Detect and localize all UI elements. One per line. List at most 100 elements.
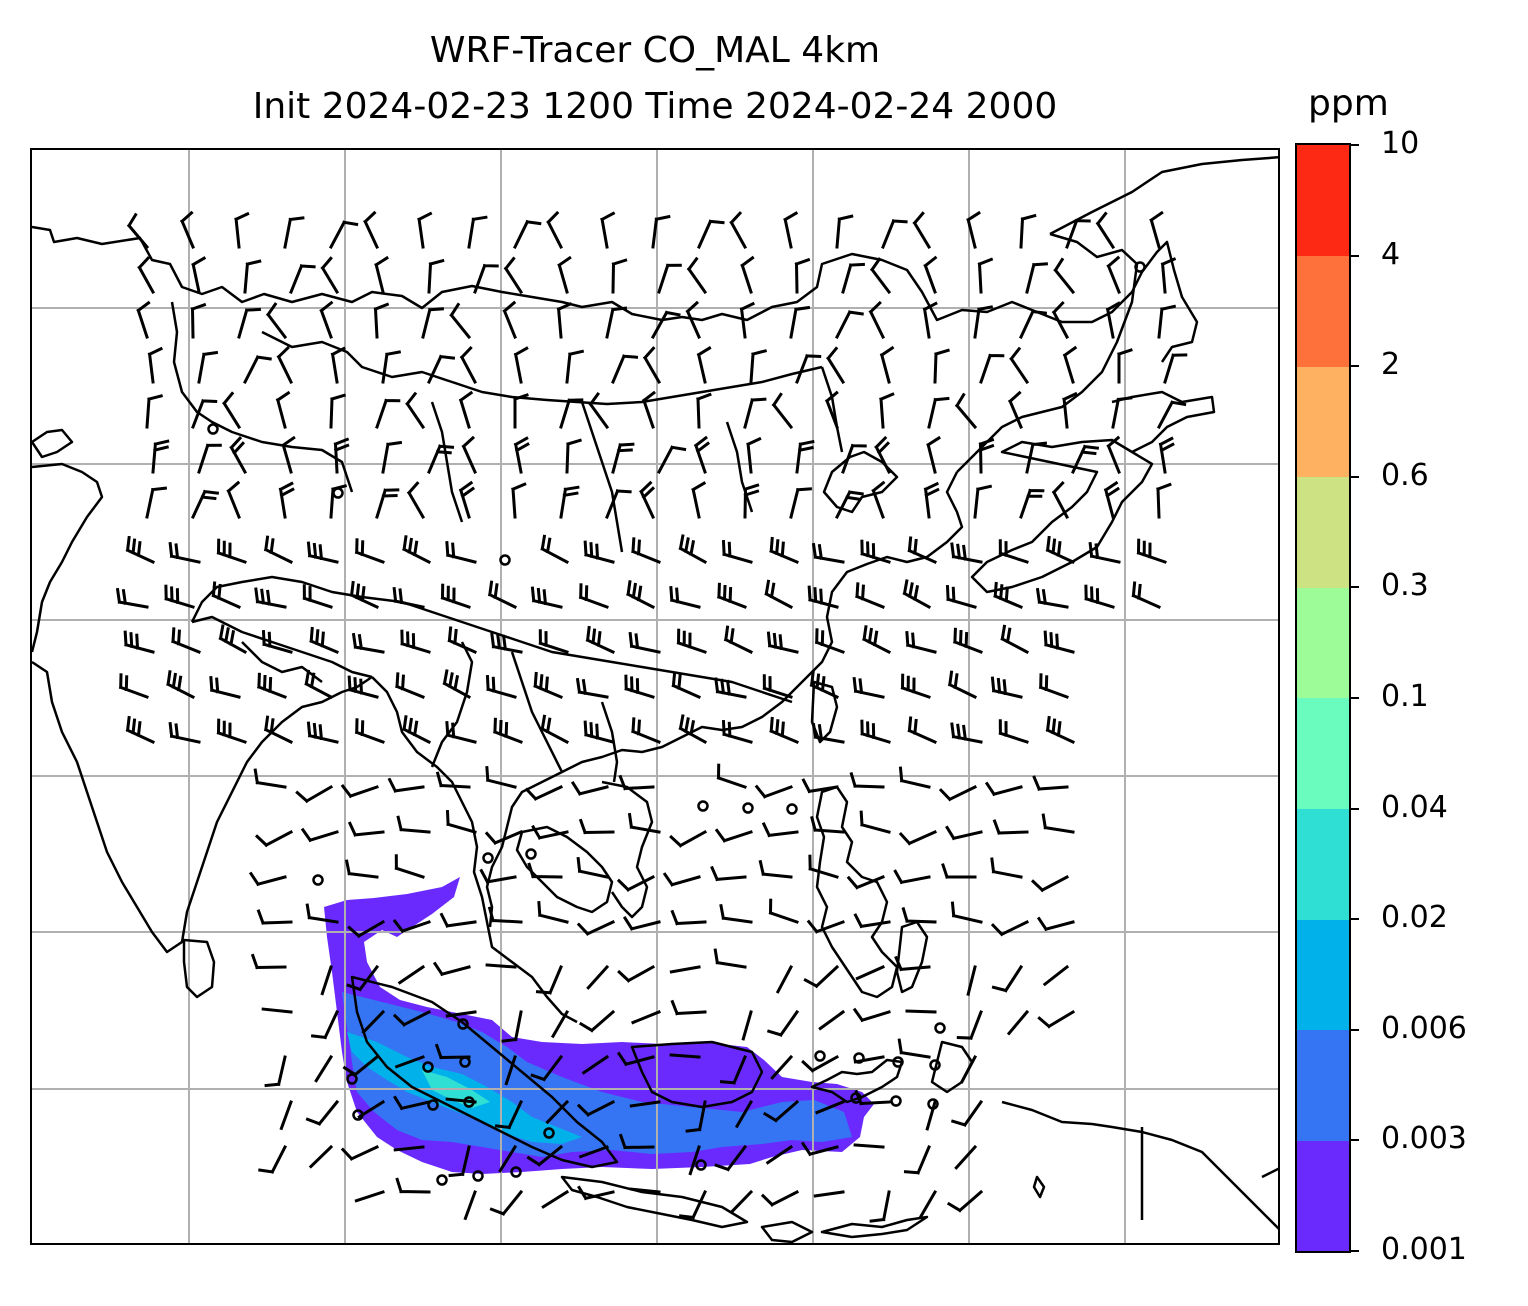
wind-barb [197, 443, 222, 474]
wind-barb [545, 1099, 570, 1125]
wind-barb [502, 300, 517, 339]
wind-barb [222, 391, 242, 430]
wind-barb [769, 536, 799, 564]
wind-barb [320, 965, 333, 996]
wind-barb [1007, 390, 1023, 429]
wind-barb [342, 1054, 380, 1077]
wind-barb [879, 392, 895, 429]
wind-barb [354, 538, 385, 564]
wind-barb [445, 540, 477, 564]
wind-barb [1045, 715, 1075, 744]
wind-barb [504, 1055, 517, 1086]
wind-barb [211, 581, 241, 609]
wind-barb [992, 819, 1029, 835]
wind-barb [319, 300, 334, 339]
wind-barb [771, 392, 794, 430]
wind-barb [697, 219, 725, 249]
wind-barb [1030, 874, 1070, 893]
wind-barb [387, 777, 425, 793]
wind-barb [631, 1010, 661, 1025]
wind-barb [137, 256, 156, 295]
wind-barb [862, 625, 892, 655]
wind-barb [907, 536, 937, 564]
wind-barb [392, 918, 431, 934]
wind-barb [669, 1053, 701, 1059]
wind-barb [1051, 480, 1070, 520]
wind-barb [868, 300, 886, 340]
wind-barb [329, 484, 348, 519]
wind-barb [766, 631, 799, 654]
wind-barb [600, 211, 616, 249]
wind-barb [306, 721, 339, 744]
wind-barb [716, 763, 747, 789]
wind-barb [512, 219, 542, 250]
wind-barb [696, 346, 712, 384]
wind-barb [305, 1099, 340, 1126]
wind-barb [490, 632, 523, 654]
wind-barb [676, 628, 707, 654]
wind-barb [126, 212, 150, 250]
colorbar-tick [1351, 475, 1359, 478]
wind-barb [405, 391, 426, 430]
wind-barb [678, 714, 708, 745]
wind-barb [651, 214, 671, 249]
wind-barb [1095, 211, 1116, 250]
map-panel [30, 148, 1280, 1245]
wind-barb [811, 722, 845, 744]
wind-barb [762, 674, 793, 699]
wind-barb [618, 1133, 655, 1150]
wind-barb [264, 1055, 287, 1088]
wind-barb [458, 390, 474, 429]
wind-barb [503, 256, 524, 295]
wind-barb [197, 350, 219, 384]
wind-barb [749, 349, 768, 384]
wind-barb [713, 948, 747, 969]
wind-barb [1042, 964, 1070, 987]
wind-barb [171, 627, 201, 654]
wind-barb [216, 538, 247, 564]
wind-barb [688, 1145, 701, 1176]
wind-barb [854, 1089, 891, 1106]
wind-barb [254, 587, 287, 609]
wind-barb [527, 862, 563, 879]
colorbar-tick-label: 0.02 [1381, 900, 1448, 936]
wind-barb [849, 772, 885, 789]
wind-barb [685, 300, 701, 339]
wind-barb [629, 1100, 661, 1108]
wind-barb [440, 583, 471, 609]
wind-barb [485, 765, 517, 789]
wind-barb [795, 439, 815, 474]
wind-barb [168, 721, 201, 744]
wind-barb [789, 487, 813, 519]
wind-barb [276, 345, 294, 385]
colorbar-tick [1351, 1028, 1359, 1031]
wind-barb [347, 919, 386, 939]
wind-barb [1062, 391, 1078, 429]
wind-barb [570, 781, 609, 796]
wind-barb [723, 625, 754, 655]
wind-barb [1053, 257, 1076, 295]
wind-barb [434, 1043, 471, 1060]
wind-barb [1111, 396, 1133, 429]
wind-barb [741, 1010, 753, 1041]
wind-barb [642, 346, 662, 385]
wind-barb [1106, 435, 1121, 474]
colorbar-tick-label: 10 [1381, 126, 1420, 161]
wind-barb [402, 715, 432, 745]
wind-barb [810, 815, 845, 834]
wind-barb [304, 669, 334, 700]
wind-barb [611, 354, 639, 384]
wind-barb [265, 302, 288, 340]
wind-barb [874, 435, 892, 475]
wind-barb [758, 859, 793, 879]
wind-barb [1157, 304, 1177, 339]
wind-barb [669, 585, 701, 609]
wind-barb [743, 483, 760, 519]
wind-barb [393, 1095, 431, 1111]
wind-barb [1009, 346, 1030, 385]
wind-barb [855, 582, 885, 609]
wind-barb [841, 443, 867, 474]
colorbar-tick-label: 2 [1381, 347, 1401, 383]
wind-barb [853, 1055, 885, 1064]
wind-barb [1051, 300, 1070, 340]
